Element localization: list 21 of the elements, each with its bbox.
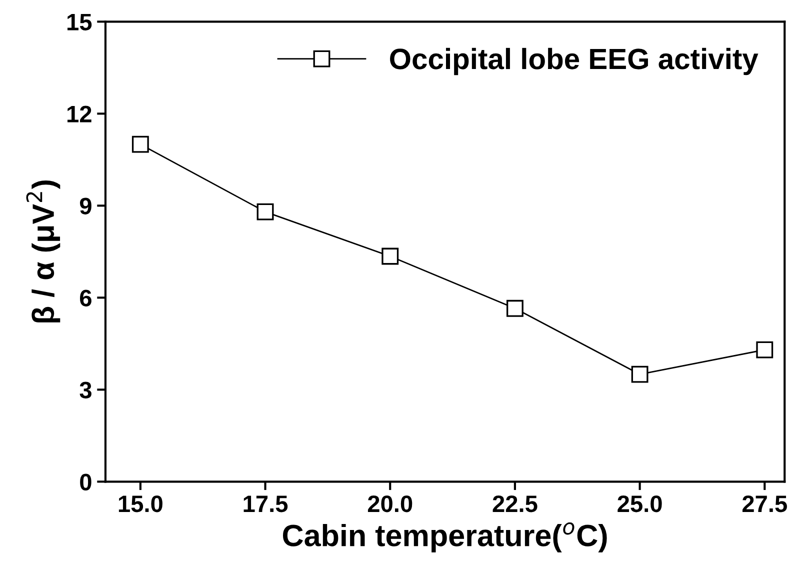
- x-tick-label: 25.0: [618, 495, 662, 512]
- point: [756, 341, 774, 358]
- y-tick-label: 12: [68, 106, 92, 122]
- y-tick-label: 0: [80, 474, 92, 490]
- point: [382, 248, 399, 265]
- y-tick-label: 6: [80, 290, 92, 306]
- point: [506, 300, 524, 317]
- x-axis-title: Cabin temperature($^{o}$C): [282, 522, 607, 552]
- x-tick-label: 22.5: [492, 495, 538, 512]
- y-tick-label: 9: [80, 198, 92, 214]
- x-tick-label: 20.0: [368, 495, 412, 512]
- x-tick-label: 27.5: [742, 495, 787, 512]
- x-tick-label: 17.5: [244, 496, 288, 512]
- point: [631, 366, 648, 383]
- point: [256, 203, 274, 220]
- legend-label: Occipital lobe EEG activity: [390, 48, 758, 76]
- y-tick-label: 3: [80, 382, 92, 398]
- y-tick-label: 15: [68, 14, 92, 30]
- point: [132, 136, 149, 153]
- y-axis-title: β / α (μV$^{2}$): [26, 180, 60, 322]
- x-tick-label: 15.0: [118, 495, 162, 512]
